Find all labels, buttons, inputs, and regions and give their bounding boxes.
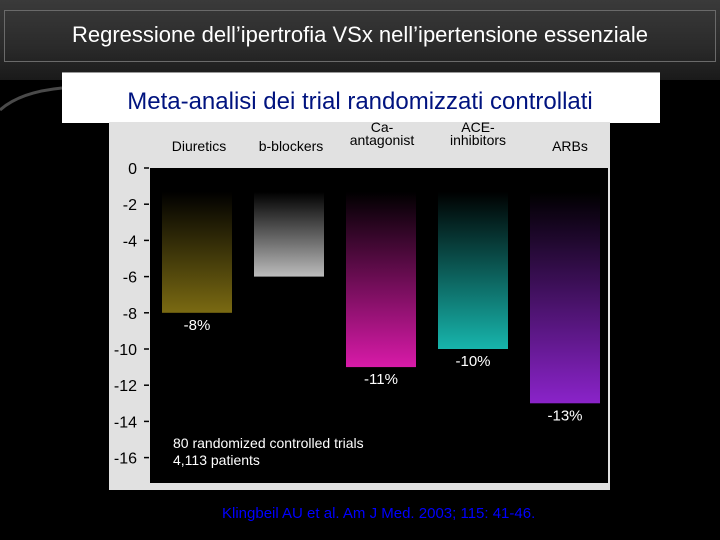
annotation-line-2: 4,113 patients xyxy=(173,452,260,468)
y-tick-label: -2 xyxy=(123,197,137,214)
y-tick-label: 0 xyxy=(128,161,137,178)
subtitle-box xyxy=(62,72,660,123)
bar-2 xyxy=(254,192,324,277)
y-tick-label: -14 xyxy=(114,414,137,431)
bar-3 xyxy=(346,192,416,368)
title-frame xyxy=(4,10,716,62)
bar-value-label: -13% xyxy=(547,407,582,424)
category-label: Diuretics xyxy=(172,138,226,154)
slide-title: Regressione dell’ipertrofia VSx nell’ipe… xyxy=(72,22,648,47)
title-bar xyxy=(0,0,720,80)
bar-4 xyxy=(438,192,508,349)
annotation-line-1: 80 randomized controlled trials xyxy=(173,435,364,451)
slide-subtitle: Meta-analisi dei trial randomizzati cont… xyxy=(127,88,593,115)
bar-value-label: -10% xyxy=(455,353,490,370)
study-annotation: 80 randomized controlled trials 4,113 pa… xyxy=(173,435,364,469)
category-label: ARBs xyxy=(552,138,588,154)
y-tick-label: -8 xyxy=(123,306,137,323)
category-label: Ca-antagonist xyxy=(350,119,415,148)
y-tick-label: -10 xyxy=(114,342,137,359)
y-tick-label: -6 xyxy=(123,270,137,287)
bar-1 xyxy=(162,192,232,313)
y-tick-label: -4 xyxy=(123,233,137,250)
bar-value-label: -11% xyxy=(364,371,398,388)
citation: Klingbeil AU et al. Am J Med. 2003; 115:… xyxy=(222,505,536,522)
bar-value-label: -8% xyxy=(184,317,211,334)
category-label: ACE-inhibitors xyxy=(450,119,506,148)
bar-5 xyxy=(530,192,600,404)
y-axis-label: LV mass reduction (%) xyxy=(27,278,101,335)
y-tick-label: -12 xyxy=(114,378,137,395)
y-tick-label: -16 xyxy=(114,451,137,468)
category-label: b-blockers xyxy=(259,138,324,154)
bar-value-label: -6% xyxy=(276,281,303,298)
